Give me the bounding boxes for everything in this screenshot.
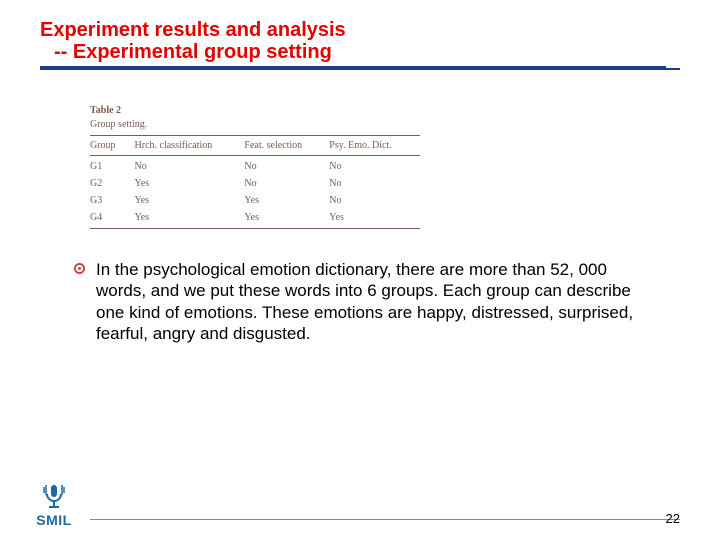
cell: Yes xyxy=(135,175,245,192)
col-feat: Feat. selection xyxy=(244,136,329,156)
table-subcaption: Group setting. xyxy=(90,118,420,131)
page-number: 22 xyxy=(666,511,680,526)
cell: G3 xyxy=(90,192,135,209)
cell: Yes xyxy=(135,209,245,229)
title-main: Experiment results and analysis xyxy=(40,18,680,42)
cell: No xyxy=(244,175,329,192)
cell: G2 xyxy=(90,175,135,192)
table-row: G1 No No No xyxy=(90,156,420,176)
table-row: G4 Yes Yes Yes xyxy=(90,209,420,229)
table-caption: Table 2 xyxy=(90,104,420,117)
cell: No xyxy=(329,192,420,209)
col-group: Group xyxy=(90,136,135,156)
group-table: Group Hrch. classification Feat. selecti… xyxy=(90,135,420,229)
title-sub: -- Experimental group setting xyxy=(40,40,666,68)
cell: No xyxy=(135,156,245,176)
cell: Yes xyxy=(244,192,329,209)
bullet-icon xyxy=(74,263,85,274)
footer-rule xyxy=(90,519,680,520)
table-header-row: Group Hrch. classification Feat. selecti… xyxy=(90,136,420,156)
col-dict: Psy. Emo. Dict. xyxy=(329,136,420,156)
slide: Experiment results and analysis -- Exper… xyxy=(0,0,720,540)
logo-icon xyxy=(42,484,66,510)
cell: No xyxy=(329,175,420,192)
cell: G4 xyxy=(90,209,135,229)
table-row: G3 Yes Yes No xyxy=(90,192,420,209)
body-text: In the psychological emotion dictionary,… xyxy=(96,259,650,344)
cell: No xyxy=(329,156,420,176)
title-block: Experiment results and analysis -- Exper… xyxy=(40,18,680,70)
col-hrch: Hrch. classification xyxy=(135,136,245,156)
cell: Yes xyxy=(135,192,245,209)
table-area: Table 2 Group setting. Group Hrch. class… xyxy=(90,104,420,229)
cell: Yes xyxy=(244,209,329,229)
cell: Yes xyxy=(329,209,420,229)
title-rule: -- Experimental group setting xyxy=(40,40,680,70)
table-row: G2 Yes No No xyxy=(90,175,420,192)
logo-text: SMIL xyxy=(26,512,82,528)
body-paragraph: In the psychological emotion dictionary,… xyxy=(96,259,650,344)
cell: G1 xyxy=(90,156,135,176)
cell: No xyxy=(244,156,329,176)
logo: SMIL xyxy=(26,484,82,528)
footer: SMIL 22 xyxy=(40,519,680,526)
